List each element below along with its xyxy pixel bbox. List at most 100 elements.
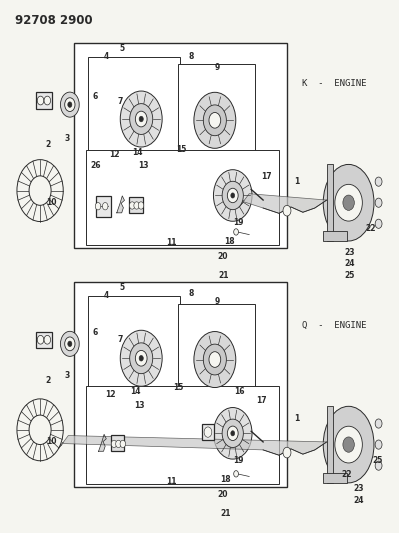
Text: 16: 16 bbox=[234, 387, 245, 396]
Circle shape bbox=[283, 205, 291, 216]
Text: Q  -  ENGINE: Q - ENGINE bbox=[302, 320, 367, 329]
Text: 20: 20 bbox=[217, 253, 228, 261]
Text: 12: 12 bbox=[109, 150, 119, 159]
Text: 9: 9 bbox=[215, 63, 220, 71]
Circle shape bbox=[65, 337, 75, 351]
Polygon shape bbox=[323, 473, 347, 483]
Text: 13: 13 bbox=[134, 401, 145, 410]
Circle shape bbox=[335, 426, 362, 463]
Circle shape bbox=[111, 440, 117, 448]
Text: 10: 10 bbox=[46, 198, 57, 207]
Circle shape bbox=[227, 188, 238, 203]
Circle shape bbox=[44, 96, 51, 105]
Circle shape bbox=[222, 419, 243, 448]
Text: 15: 15 bbox=[173, 383, 184, 392]
Polygon shape bbox=[327, 406, 333, 483]
Circle shape bbox=[130, 103, 153, 134]
Text: 12: 12 bbox=[105, 390, 115, 399]
Text: 11: 11 bbox=[166, 238, 177, 247]
Circle shape bbox=[44, 335, 51, 344]
Text: 23: 23 bbox=[345, 248, 355, 257]
Circle shape bbox=[209, 352, 221, 367]
Bar bbox=[74, 43, 287, 248]
Circle shape bbox=[194, 332, 236, 387]
Text: 20: 20 bbox=[217, 489, 228, 498]
Text: 13: 13 bbox=[138, 161, 149, 170]
Circle shape bbox=[95, 203, 101, 210]
Circle shape bbox=[375, 219, 382, 228]
Circle shape bbox=[129, 202, 135, 209]
Text: 8: 8 bbox=[189, 288, 194, 297]
Circle shape bbox=[68, 341, 72, 346]
Circle shape bbox=[231, 193, 235, 198]
Circle shape bbox=[103, 203, 108, 210]
Circle shape bbox=[37, 335, 44, 344]
Text: 22: 22 bbox=[365, 224, 376, 233]
Text: 4: 4 bbox=[103, 52, 109, 61]
Circle shape bbox=[120, 91, 162, 147]
Text: 1: 1 bbox=[294, 414, 300, 423]
Text: 6: 6 bbox=[92, 328, 97, 337]
Ellipse shape bbox=[323, 165, 374, 241]
Text: 8: 8 bbox=[189, 52, 194, 61]
Circle shape bbox=[283, 447, 291, 458]
Circle shape bbox=[135, 111, 147, 127]
Circle shape bbox=[375, 198, 382, 207]
Circle shape bbox=[135, 350, 147, 366]
Circle shape bbox=[29, 176, 51, 205]
Text: 17: 17 bbox=[261, 172, 272, 181]
Bar bbox=[129, 197, 143, 213]
Polygon shape bbox=[323, 231, 347, 241]
Circle shape bbox=[68, 102, 72, 107]
Text: 7: 7 bbox=[117, 335, 122, 344]
Text: 25: 25 bbox=[372, 456, 383, 464]
Circle shape bbox=[343, 195, 354, 211]
Text: 18: 18 bbox=[224, 237, 235, 246]
Circle shape bbox=[375, 419, 382, 428]
Circle shape bbox=[37, 96, 44, 105]
Bar bbox=[202, 424, 214, 440]
Text: 6: 6 bbox=[92, 92, 97, 101]
Circle shape bbox=[375, 177, 382, 186]
Bar bbox=[86, 150, 279, 245]
Circle shape bbox=[234, 471, 239, 477]
Circle shape bbox=[138, 202, 144, 209]
Text: 26: 26 bbox=[90, 161, 101, 170]
Circle shape bbox=[213, 408, 252, 459]
Circle shape bbox=[61, 332, 79, 357]
Circle shape bbox=[194, 92, 236, 148]
Polygon shape bbox=[117, 196, 124, 213]
Text: 9: 9 bbox=[215, 296, 220, 305]
Bar bbox=[36, 332, 51, 348]
Bar bbox=[96, 196, 111, 216]
Text: 24: 24 bbox=[353, 496, 364, 505]
Bar bbox=[36, 92, 51, 109]
Circle shape bbox=[209, 112, 221, 128]
Bar bbox=[88, 296, 180, 426]
Circle shape bbox=[139, 116, 143, 122]
Text: 5: 5 bbox=[119, 44, 124, 53]
Text: 10: 10 bbox=[46, 438, 57, 447]
Circle shape bbox=[65, 98, 75, 111]
Text: 15: 15 bbox=[176, 145, 187, 154]
Circle shape bbox=[61, 92, 79, 117]
Text: 14: 14 bbox=[132, 148, 143, 157]
Circle shape bbox=[204, 427, 212, 437]
Bar bbox=[111, 435, 124, 451]
Text: 21: 21 bbox=[218, 271, 229, 280]
Polygon shape bbox=[239, 193, 327, 213]
Text: 3: 3 bbox=[65, 134, 70, 143]
Text: 19: 19 bbox=[233, 456, 244, 465]
Circle shape bbox=[120, 440, 126, 448]
Text: 23: 23 bbox=[353, 484, 364, 493]
Text: 18: 18 bbox=[220, 475, 231, 483]
Circle shape bbox=[234, 229, 239, 235]
Circle shape bbox=[375, 440, 382, 449]
Circle shape bbox=[213, 169, 252, 221]
Text: 2: 2 bbox=[45, 140, 50, 149]
Bar bbox=[178, 64, 255, 176]
Polygon shape bbox=[99, 434, 106, 451]
Ellipse shape bbox=[323, 406, 374, 483]
Circle shape bbox=[120, 330, 162, 386]
Bar bbox=[88, 56, 180, 187]
